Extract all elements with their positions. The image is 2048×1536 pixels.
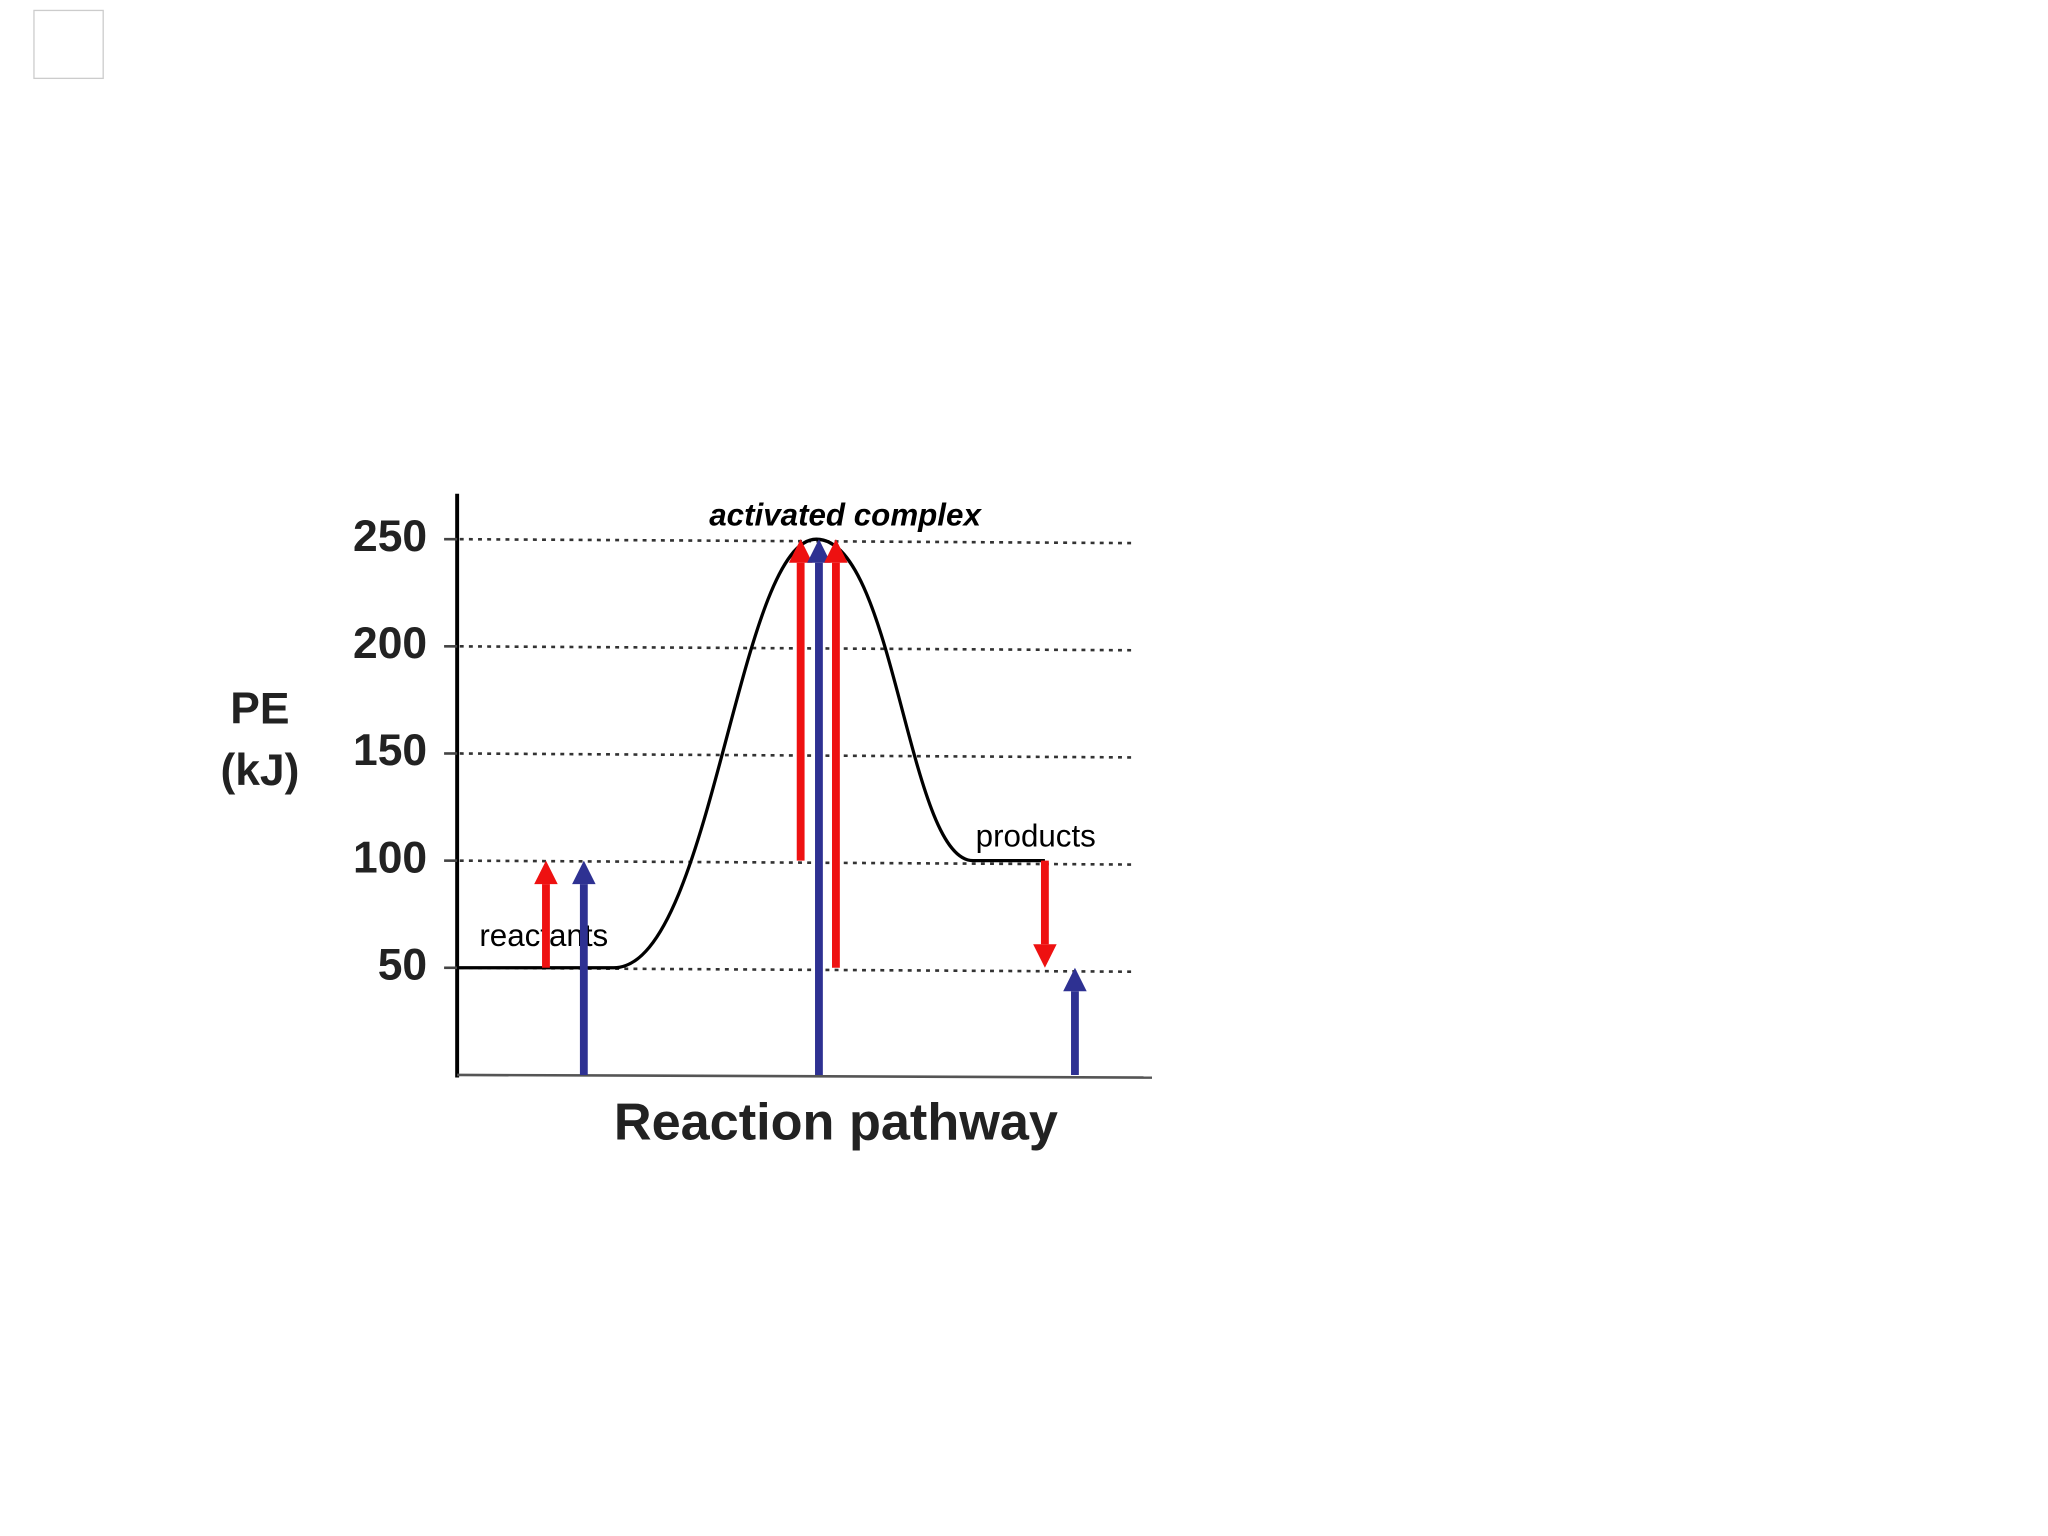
arrow [1033,860,1057,968]
level-label: products [976,819,1096,854]
arrow [824,539,848,968]
y-label: (kJ) [220,746,299,795]
image-placeholder [33,9,104,80]
arrow [572,860,596,1075]
y-tick-label: 50 [378,941,427,990]
arrow-head [788,539,813,563]
x-axis [457,1073,1153,1079]
arrow [534,860,558,968]
arrow [788,539,813,861]
arrow [807,539,831,1075]
arrow-head [807,539,831,563]
y-tick-label: 200 [353,619,427,668]
arrow-head [824,539,848,563]
y-tick-label: 100 [353,833,427,882]
y-label: PE [230,685,289,734]
x-label: Reaction pathway [614,1094,1058,1152]
grid-line [459,859,1132,866]
arrow [1063,967,1087,1075]
arrow-head [534,860,558,885]
arrow-head [1033,944,1057,968]
energy-curve [457,537,1045,970]
y-tick-label: 250 [353,512,427,561]
level-label: activated complex [709,497,982,532]
arrow-head [1063,967,1087,992]
grid-line [459,645,1132,652]
grid-line [459,537,1132,545]
y-tick-label: 150 [353,726,427,775]
arrow-head [572,860,596,885]
grid-line [459,752,1132,759]
